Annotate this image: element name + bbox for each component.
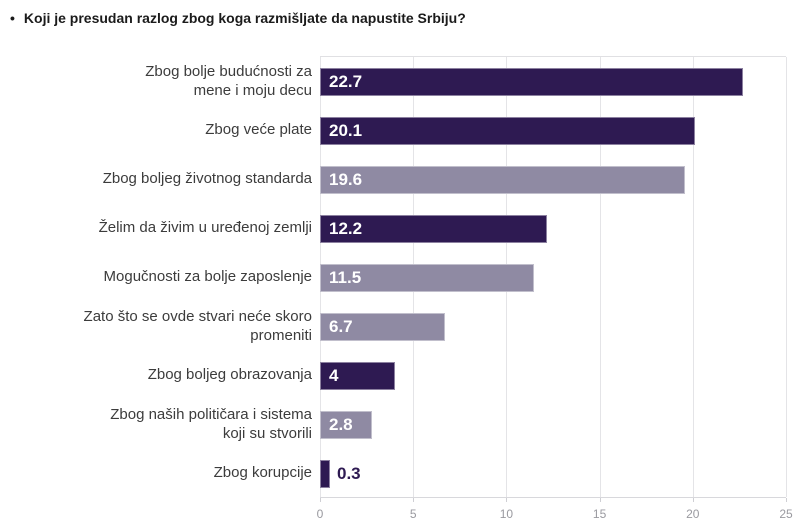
bar <box>320 459 330 488</box>
chart-title-row: • Koji je presudan razlog zbog koga razm… <box>10 9 800 27</box>
value-label: 20.1 <box>329 120 363 140</box>
gridline <box>786 57 787 497</box>
category-labels: Zbog bolje budućnosti za mene i moju dec… <box>10 56 312 527</box>
category-label: Zato što se ovde stvari neće skoro prome… <box>83 307 312 344</box>
x-tick-label: 0 <box>316 507 324 521</box>
x-tick-mark <box>320 498 321 502</box>
bar-row: 20.1 <box>320 106 786 155</box>
bar: 6.7 <box>320 312 445 341</box>
value-label: 2.8 <box>329 414 353 434</box>
chart-title: Koji je presudan razlog zbog koga razmiš… <box>23 10 466 26</box>
x-tick-label: 25 <box>779 507 793 521</box>
gridline <box>692 57 694 497</box>
value-label: 4 <box>329 365 339 385</box>
bar: 11.5 <box>320 263 535 292</box>
bar: 20.1 <box>320 116 695 145</box>
category-label: Mogučnosti za bolje zaposlenje <box>103 268 312 285</box>
bar-row: 22.7 <box>320 57 786 106</box>
bar-row: 19.6 <box>320 155 786 204</box>
category-label: Zbog bolje budućnosti za mene i moju dec… <box>145 62 312 99</box>
chart-body: Zbog bolje budućnosti za mene i moju dec… <box>10 56 800 527</box>
value-label: 12.2 <box>329 218 363 238</box>
x-tick-mark <box>786 498 787 502</box>
x-tick-mark <box>506 498 508 502</box>
category-label: Zbog boljeg životnog standarda <box>102 170 312 187</box>
x-tick-mark <box>413 498 415 502</box>
plot-area: 22.7 20.1 19.6 12.2 11.5 6.7 4 2.8 0.3 <box>320 56 787 498</box>
bar: 19.6 <box>320 165 686 194</box>
plot: 22.7 20.1 19.6 12.2 11.5 6.7 4 2.8 0.3 0 5 10 15 20 2… <box>316 56 793 527</box>
value-label: 19.6 <box>329 169 363 189</box>
bar: 12.2 <box>320 214 548 243</box>
bar: 4 <box>320 361 395 390</box>
title-bullet-icon: • <box>10 10 15 26</box>
bar-row: 0.3 <box>320 449 786 498</box>
x-tick-mark <box>599 498 601 502</box>
bar-row: 11.5 <box>320 253 786 302</box>
x-tick-label: 5 <box>409 507 417 521</box>
value-label: 0.3 <box>337 463 361 483</box>
bar: 2.8 <box>320 410 373 439</box>
category-label: Zbog boljeg obrazovanja <box>147 366 312 383</box>
bar: 22.7 <box>320 67 744 96</box>
x-tick-label: 20 <box>686 507 700 521</box>
value-label: 11.5 <box>329 267 362 287</box>
value-label: 22.7 <box>329 71 363 91</box>
x-tick-mark <box>692 498 694 502</box>
category-label: Zbog korupcije <box>213 464 312 481</box>
bar-row: 4 <box>320 351 786 400</box>
value-label: 6.7 <box>329 316 353 336</box>
category-label: Zbog naših političara i sistema koji su … <box>110 405 312 442</box>
gridline <box>599 57 601 497</box>
x-tick-label: 15 <box>592 507 607 521</box>
x-tick-label: 10 <box>499 507 514 521</box>
category-label: Zbog veće plate <box>205 121 312 138</box>
category-label: Želim da živim u uređenoj zemlji <box>98 219 312 236</box>
bar-row: 12.2 <box>320 204 786 253</box>
x-axis: 0 5 10 15 20 25 <box>316 497 793 527</box>
bar-row: 6.7 <box>320 302 786 351</box>
bar-row: 2.8 <box>320 400 786 449</box>
